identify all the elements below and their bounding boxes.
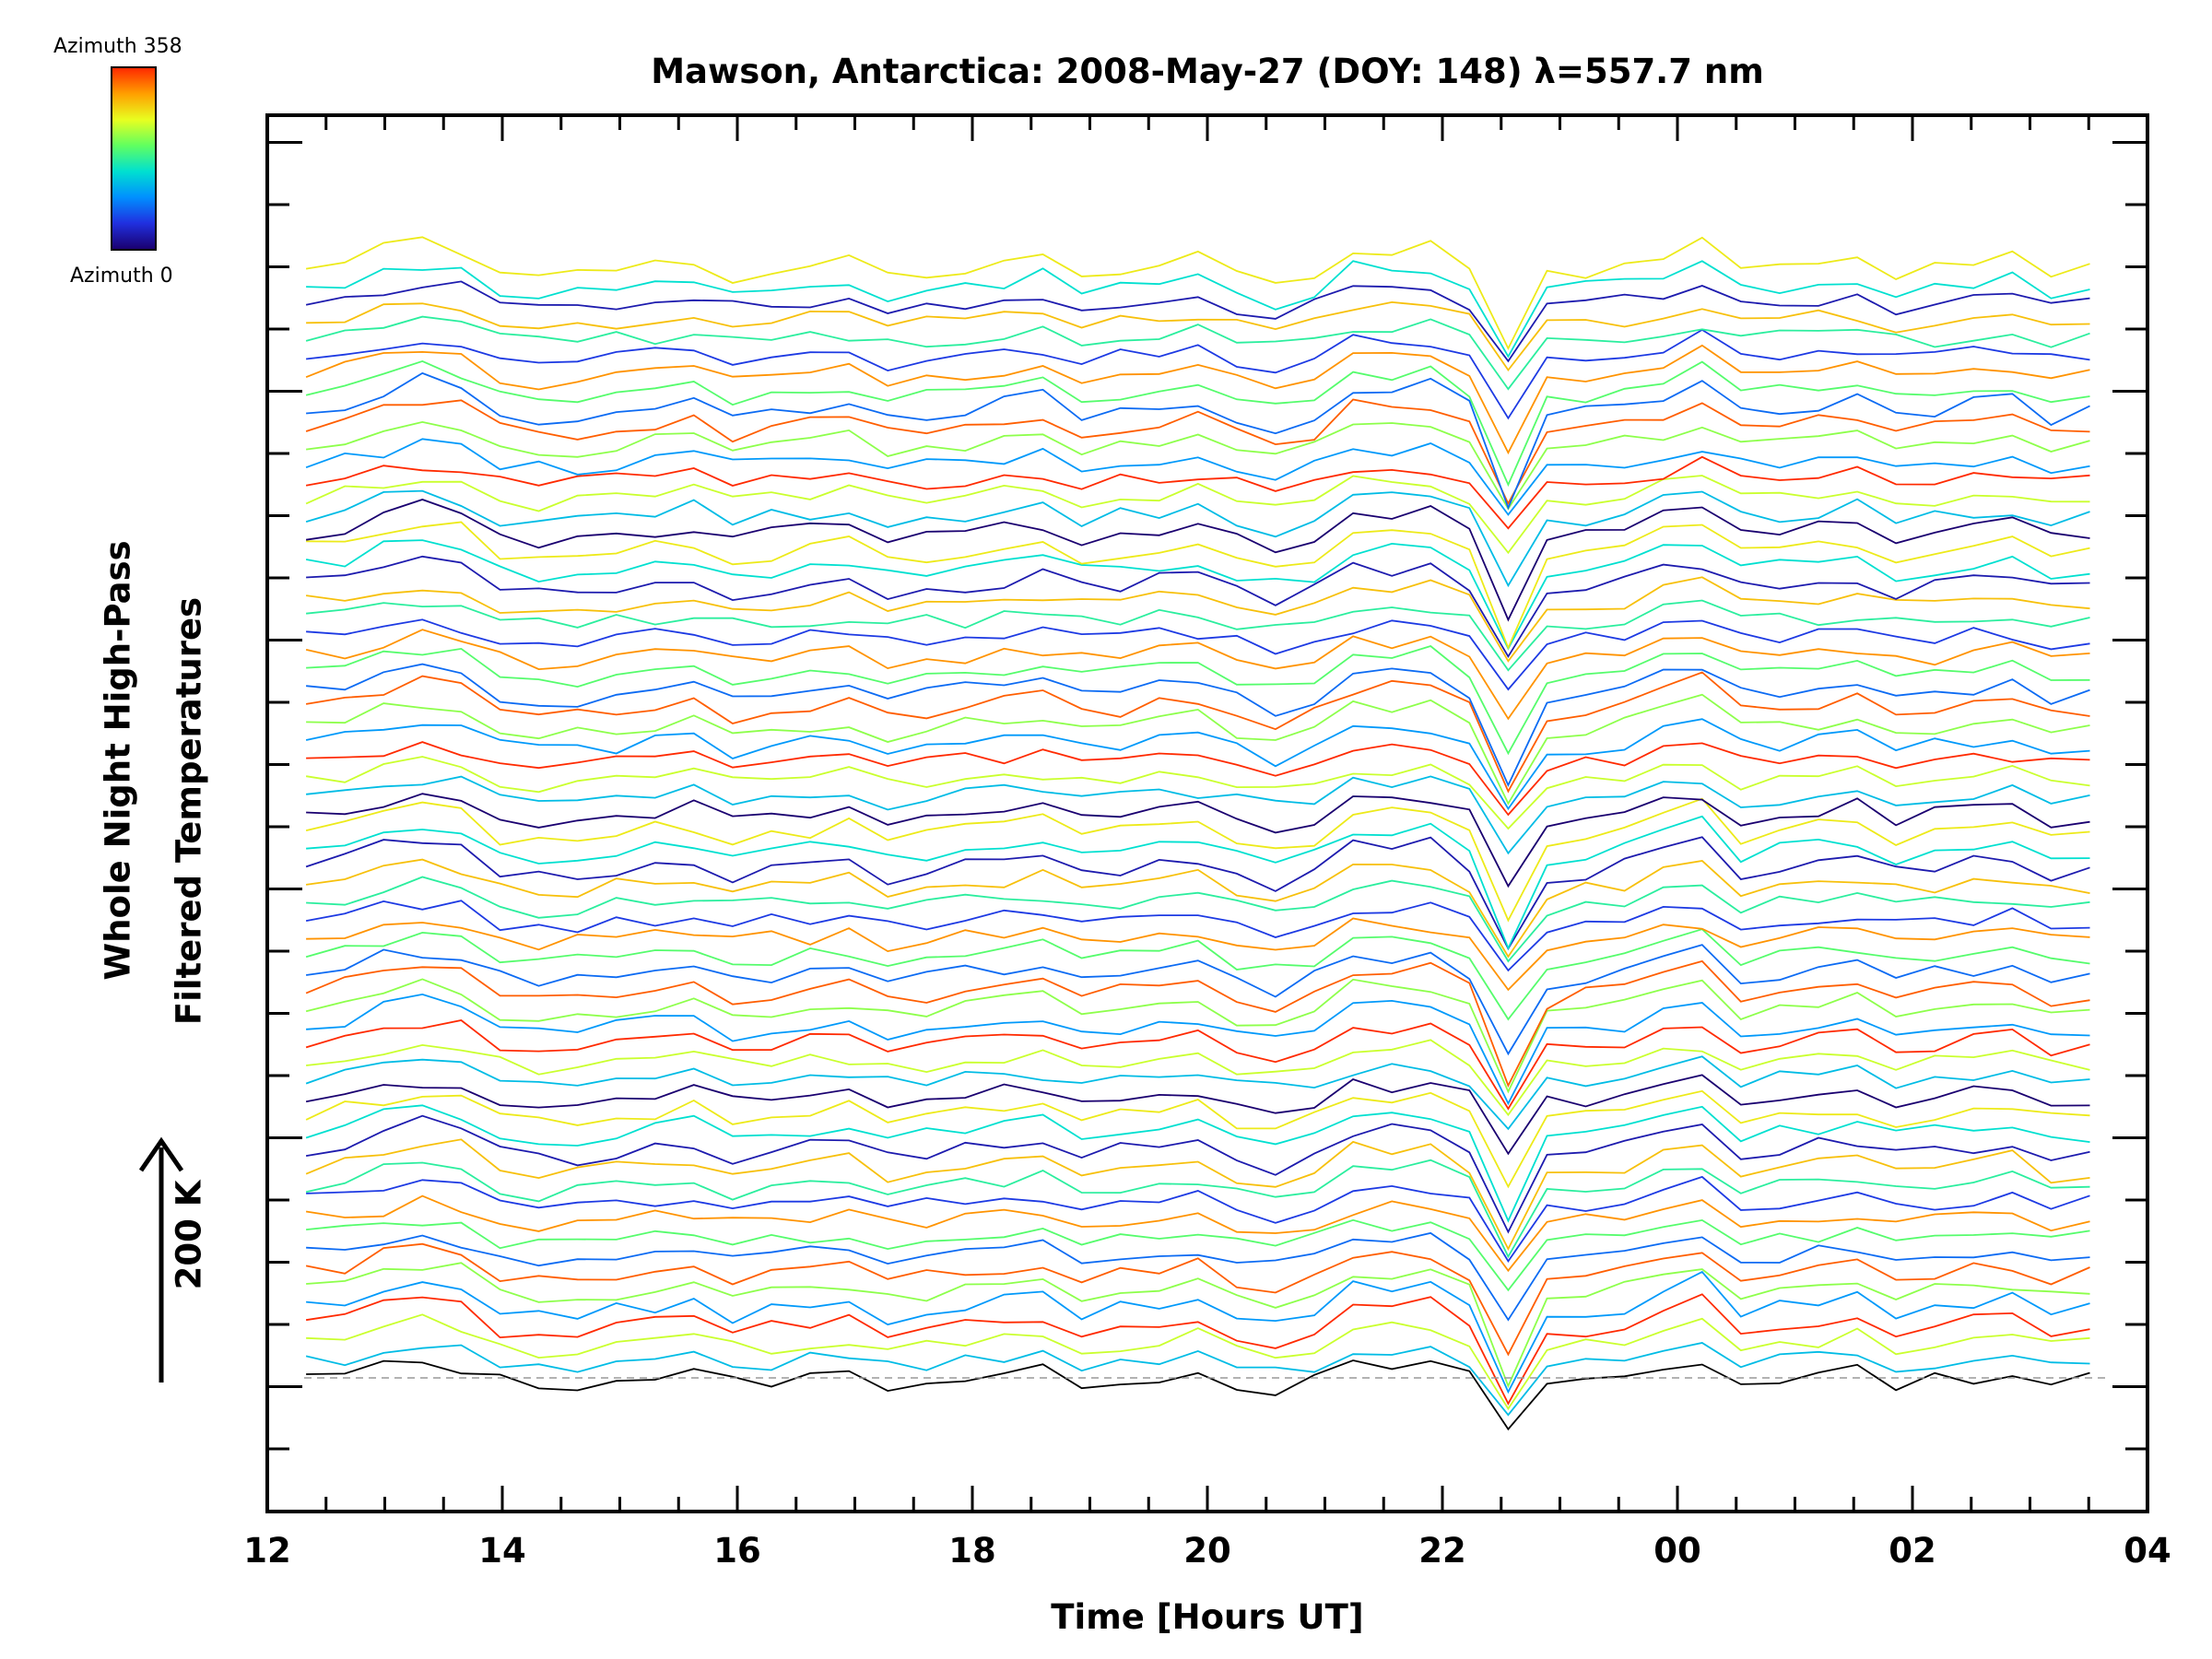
scale-arrow (138, 1136, 184, 1382)
series-line (306, 555, 2090, 659)
series-line (305, 671, 2090, 794)
series-line (305, 1242, 2090, 1357)
series-line (305, 539, 2090, 651)
series-line (306, 521, 2090, 651)
series-line (305, 1342, 2090, 1417)
series-line (306, 917, 2090, 992)
series-line (306, 793, 2090, 888)
x-tick-label: 04 (2124, 1531, 2171, 1571)
x-tick-label: 00 (1653, 1531, 1701, 1571)
chart-title: Mawson, Antarctica: 2008-May-27 (DOY: 14… (651, 52, 1764, 91)
scale-bar-label: 200 K (169, 1180, 209, 1290)
series-line (305, 928, 2090, 1021)
series-line (305, 1104, 2090, 1223)
series-line (305, 1019, 2090, 1111)
series-line (305, 978, 2090, 1094)
series-line (305, 489, 2090, 588)
x-tick-label: 18 (948, 1531, 996, 1571)
series-line (305, 438, 2090, 516)
series-line (305, 944, 2090, 1056)
series-line (306, 300, 2090, 372)
series-group (305, 236, 2090, 1431)
x-tick-label: 22 (1418, 1531, 1466, 1571)
series-line (305, 576, 2090, 663)
x-tick-label: 16 (713, 1531, 761, 1571)
series-line (305, 959, 2090, 1088)
series-line (305, 359, 2090, 488)
x-tick-label: 02 (1888, 1531, 1936, 1571)
series-line (306, 693, 2090, 806)
series-line (306, 644, 2090, 756)
series-line (305, 315, 2090, 391)
series-line (305, 756, 2090, 830)
series-line (305, 475, 2090, 555)
series-line (306, 1313, 2090, 1411)
series-line (305, 420, 2090, 511)
series-line (305, 280, 2090, 363)
series-line (305, 344, 2090, 455)
series-line (306, 1039, 2090, 1117)
series-line (305, 629, 2090, 721)
series-line (305, 236, 2090, 351)
axis-ticks (265, 115, 2149, 1512)
series-line (305, 1194, 2090, 1273)
series-line (305, 1293, 2090, 1406)
x-tick-label: 12 (243, 1531, 291, 1571)
series-line (306, 741, 2090, 817)
series-line (305, 900, 2090, 972)
series-line (306, 815, 2090, 950)
series-line (305, 718, 2090, 811)
series-line (306, 775, 2090, 855)
series-line (306, 1262, 2090, 1389)
series-line (306, 1218, 2090, 1292)
x-tick-label: 20 (1183, 1531, 1231, 1571)
series-line (305, 1055, 2090, 1131)
series-line (306, 1270, 2090, 1394)
series-line (305, 1138, 2090, 1251)
series-line (306, 1359, 2090, 1431)
series-line (305, 328, 2090, 420)
series-line (305, 836, 2090, 951)
series-line (306, 260, 2090, 359)
series-line (306, 371, 2090, 511)
series-line (305, 1074, 2090, 1156)
x-tick-labels: 12 14 16 18 20 22 00 02 04 (243, 1531, 2171, 1571)
y-axis-label-line2: Filtered Temperatures (169, 596, 209, 1026)
series-line (306, 1231, 2090, 1322)
series-line (306, 1175, 2090, 1264)
x-tick-label: 14 (478, 1531, 526, 1571)
series-line (305, 1159, 2090, 1259)
series-line (305, 858, 2090, 959)
series-line (305, 499, 2090, 622)
series-line (305, 1114, 2090, 1234)
series-line (306, 993, 2090, 1106)
colorbar (111, 66, 157, 251)
series-line (306, 618, 2090, 691)
y-axis-label-line1: Whole Night High-Pass (98, 540, 138, 981)
series-line (305, 797, 2090, 923)
series-line (306, 876, 2090, 963)
series-line (305, 1089, 2090, 1189)
series-line (305, 398, 2090, 506)
series-line (306, 599, 2090, 672)
colorbar-max-label: Azimuth 358 (53, 35, 182, 58)
series-line (306, 663, 2090, 788)
x-axis-label: Time [Hours UT] (1051, 1597, 1364, 1637)
colorbar-min-label: Azimuth 0 (70, 265, 173, 288)
series-line (305, 455, 2090, 530)
